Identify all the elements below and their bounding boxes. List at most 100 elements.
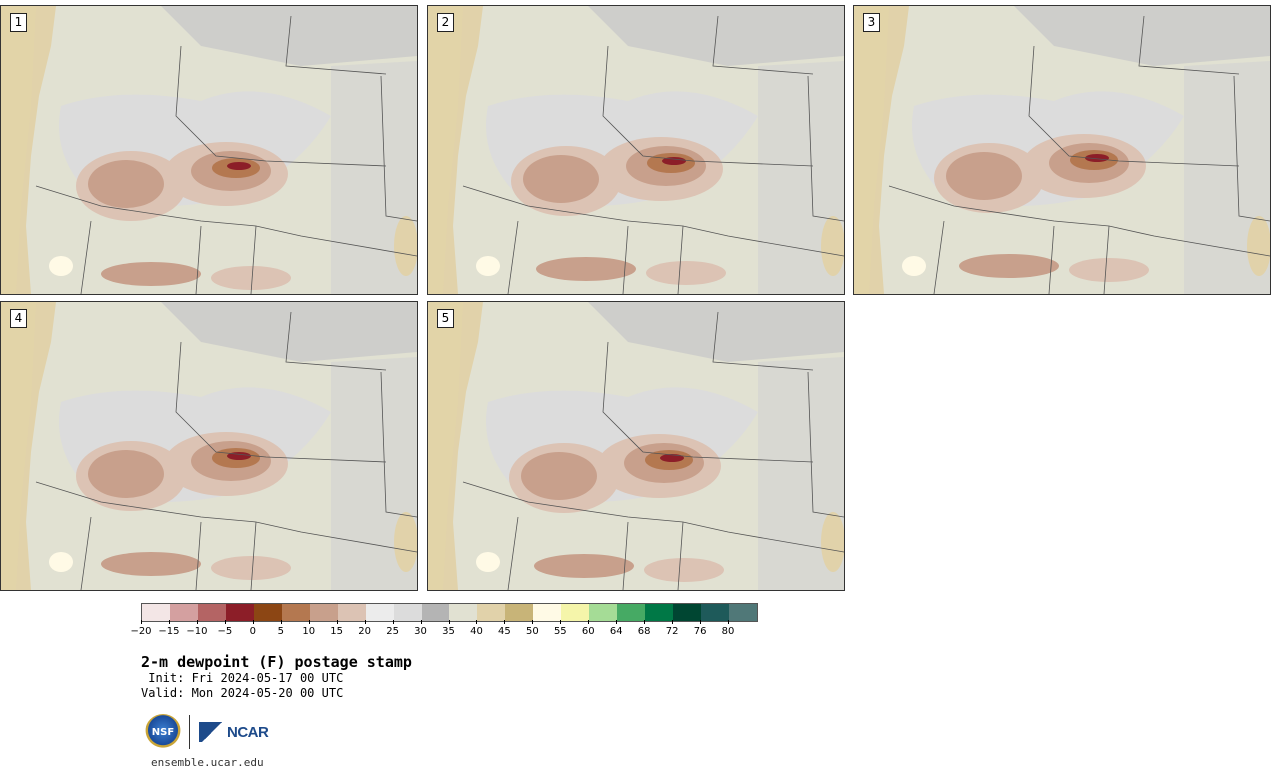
state-borders — [462, 311, 844, 590]
state-borders — [35, 15, 417, 294]
dewpoint-contour — [660, 454, 684, 462]
state-borders — [35, 311, 417, 590]
panel-label-2: 2 — [437, 13, 454, 32]
moist-spot — [1247, 216, 1270, 276]
colorbar-tick — [196, 620, 198, 624]
colorbar-tick — [168, 620, 170, 624]
init-time: Init: Fri 2024-05-17 00 UTC — [141, 671, 344, 685]
colorbar-tick — [504, 620, 506, 624]
dewpoint-map-5 — [428, 302, 844, 590]
colorbar-swatch — [197, 604, 226, 621]
ocean-area — [1, 302, 36, 590]
map-panel-4: 4 — [0, 301, 418, 591]
moist-spot — [821, 216, 844, 276]
ocean-area — [854, 6, 889, 294]
dewpoint-map-1 — [1, 6, 417, 294]
colorbar-tick-label: 60 — [581, 626, 595, 637]
dewpoint-contour — [88, 160, 164, 208]
ncar-logo: NCAR — [199, 722, 269, 742]
colorbar-tick-label: 25 — [386, 626, 399, 637]
colorbar-tick-label: 45 — [498, 626, 511, 637]
colorbar-tick-label: 5 — [277, 626, 284, 637]
panel-label-4: 4 — [10, 309, 27, 328]
colorbar-swatch — [561, 604, 590, 621]
dewpoint-contour — [1085, 154, 1109, 162]
colorbar-swatch — [421, 604, 450, 621]
figure-title: 2-m dewpoint (F) postage stamp — [141, 653, 412, 671]
moist-spot — [821, 512, 844, 572]
colorbar-tick-label: 55 — [553, 626, 567, 637]
colorbar-tick — [448, 620, 450, 624]
colorbar-tick-label: 68 — [637, 626, 651, 637]
colorbar-swatch — [533, 604, 562, 621]
moist-spot — [476, 256, 500, 276]
colorbar-tick — [280, 620, 282, 624]
dewpoint-map-4 — [1, 302, 417, 590]
site-url: ensemble.ucar.edu — [151, 756, 264, 769]
colorbar-swatch — [673, 604, 702, 621]
colorbar-tick — [336, 620, 338, 624]
colorbar-swatch — [365, 604, 394, 621]
panel-label-5: 5 — [437, 309, 454, 328]
colorbar-swatch — [142, 604, 170, 621]
dry-air-group — [76, 432, 291, 580]
colorbar-tick — [224, 620, 226, 624]
map-panel-2: 2 — [427, 5, 845, 295]
colorbar-tick-label: 0 — [249, 626, 256, 637]
colorbar-swatch — [393, 604, 422, 621]
colorbar-tick — [616, 620, 618, 624]
colorbar-tick-label: −20 — [130, 626, 152, 637]
colorbar-swatch — [309, 604, 338, 621]
dewpoint-contour — [536, 257, 636, 281]
colorbar-tick-label: 10 — [302, 626, 316, 637]
colorbar-tick-label: 40 — [470, 626, 483, 637]
moist-spot — [394, 216, 417, 276]
colorbar-swatch — [281, 604, 310, 621]
ocean-area — [428, 6, 463, 294]
colorbar-swatch — [449, 604, 478, 621]
dry-air-group — [509, 434, 724, 582]
dewpoint-contour — [1069, 258, 1149, 282]
state-borders — [462, 15, 844, 294]
dewpoint-map-2 — [428, 6, 844, 294]
colorbar-tick-label: 30 — [414, 626, 427, 637]
dewpoint-contour — [534, 554, 634, 578]
dry-air-group — [76, 142, 291, 290]
colorbar-swatch — [505, 604, 534, 621]
dewpoint-contour — [646, 261, 726, 285]
colorbar-swatch — [589, 604, 618, 621]
colorbar-tick-label: 72 — [665, 626, 679, 637]
moist-spot — [394, 512, 417, 572]
dewpoint-contour — [521, 452, 597, 500]
dewpoint-contour — [101, 262, 201, 286]
colorbar-tick — [308, 620, 310, 624]
colorbar-tick-label: 35 — [442, 626, 455, 637]
colorbar-tick-label: −5 — [217, 626, 233, 637]
colorbar-swatch — [645, 604, 674, 621]
state-borders — [888, 15, 1270, 294]
moist-spot — [476, 552, 500, 572]
ocean-area — [1, 6, 36, 294]
ocean-area — [428, 302, 463, 590]
colorbar-tick-label: 64 — [609, 626, 623, 637]
colorbar-tick — [392, 620, 394, 624]
colorbar-tick — [672, 620, 674, 624]
valid-time: Valid: Mon 2024-05-20 00 UTC — [141, 686, 344, 700]
colorbar-swatch — [337, 604, 366, 621]
dewpoint-contour — [101, 552, 201, 576]
dewpoint-contour — [662, 157, 686, 165]
dewpoint-contour — [88, 450, 164, 498]
dewpoint-contour — [644, 558, 724, 582]
colorbar-tick-label: 80 — [721, 626, 735, 637]
dewpoint-contour — [959, 254, 1059, 278]
dewpoint-contour — [946, 152, 1022, 200]
colorbar-tick-label: 50 — [525, 626, 539, 637]
colorbar-tick-label: 76 — [693, 626, 707, 637]
colorbar-tick — [588, 620, 590, 624]
colorbar-tick — [728, 620, 730, 624]
colorbar-swatch — [477, 604, 506, 621]
colorbar-tick — [560, 620, 562, 624]
colorbar-tick — [700, 620, 702, 624]
map-panel-3: 3 — [853, 5, 1271, 295]
dewpoint-contour — [211, 556, 291, 580]
